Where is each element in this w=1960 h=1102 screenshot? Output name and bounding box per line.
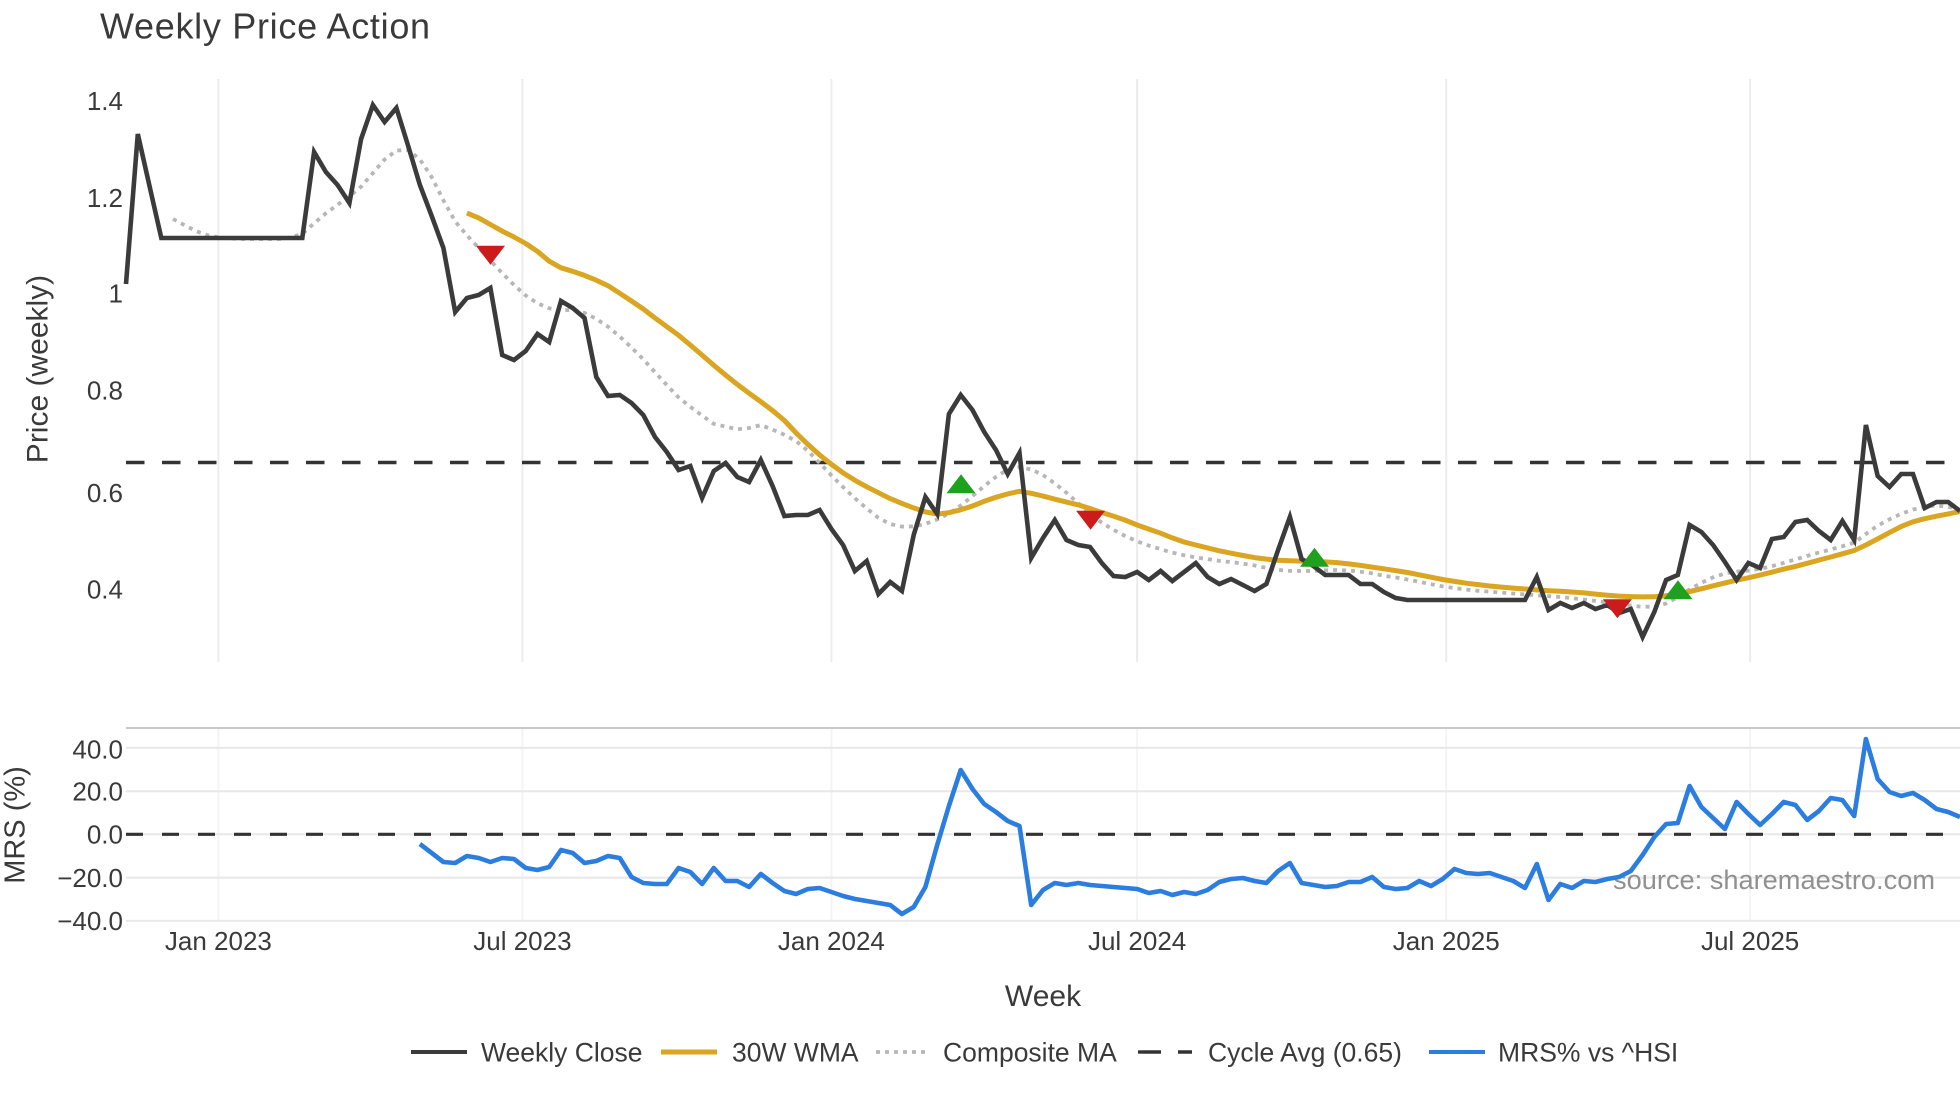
svg-text:−20.0: −20.0 — [57, 863, 123, 893]
svg-text:Jul 2024: Jul 2024 — [1088, 926, 1186, 956]
svg-text:Price (weekly): Price (weekly) — [22, 275, 55, 463]
svg-text:0.4: 0.4 — [87, 575, 123, 605]
svg-text:0.8: 0.8 — [87, 375, 123, 405]
svg-text:1: 1 — [109, 278, 123, 308]
svg-text:source: sharemaestro.com: source: sharemaestro.com — [1613, 865, 1935, 895]
svg-text:Jan 2024: Jan 2024 — [778, 926, 885, 956]
svg-text:MRS% vs ^HSI: MRS% vs ^HSI — [1498, 1038, 1678, 1068]
svg-text:30W WMA: 30W WMA — [732, 1038, 859, 1068]
svg-text:0.0: 0.0 — [87, 820, 123, 850]
svg-text:40.0: 40.0 — [72, 734, 123, 764]
svg-text:−40.0: −40.0 — [57, 906, 123, 936]
svg-text:Jan 2023: Jan 2023 — [165, 926, 272, 956]
svg-text:Week: Week — [1005, 980, 1082, 1013]
svg-text:Jul 2023: Jul 2023 — [473, 926, 571, 956]
svg-text:Cycle Avg (0.65): Cycle Avg (0.65) — [1208, 1038, 1402, 1068]
svg-text:1.2: 1.2 — [87, 183, 123, 213]
svg-text:Weekly Price Action: Weekly Price Action — [100, 6, 431, 47]
svg-text:Weekly Close: Weekly Close — [481, 1038, 643, 1068]
svg-text:0.6: 0.6 — [87, 478, 123, 508]
svg-text:Composite MA: Composite MA — [943, 1038, 1117, 1068]
svg-text:Jul 2025: Jul 2025 — [1701, 926, 1799, 956]
svg-text:Jan 2025: Jan 2025 — [1393, 926, 1500, 956]
svg-text:20.0: 20.0 — [72, 777, 123, 807]
svg-text:1.4: 1.4 — [87, 86, 123, 116]
svg-text:MRS (%): MRS (%) — [0, 766, 32, 884]
